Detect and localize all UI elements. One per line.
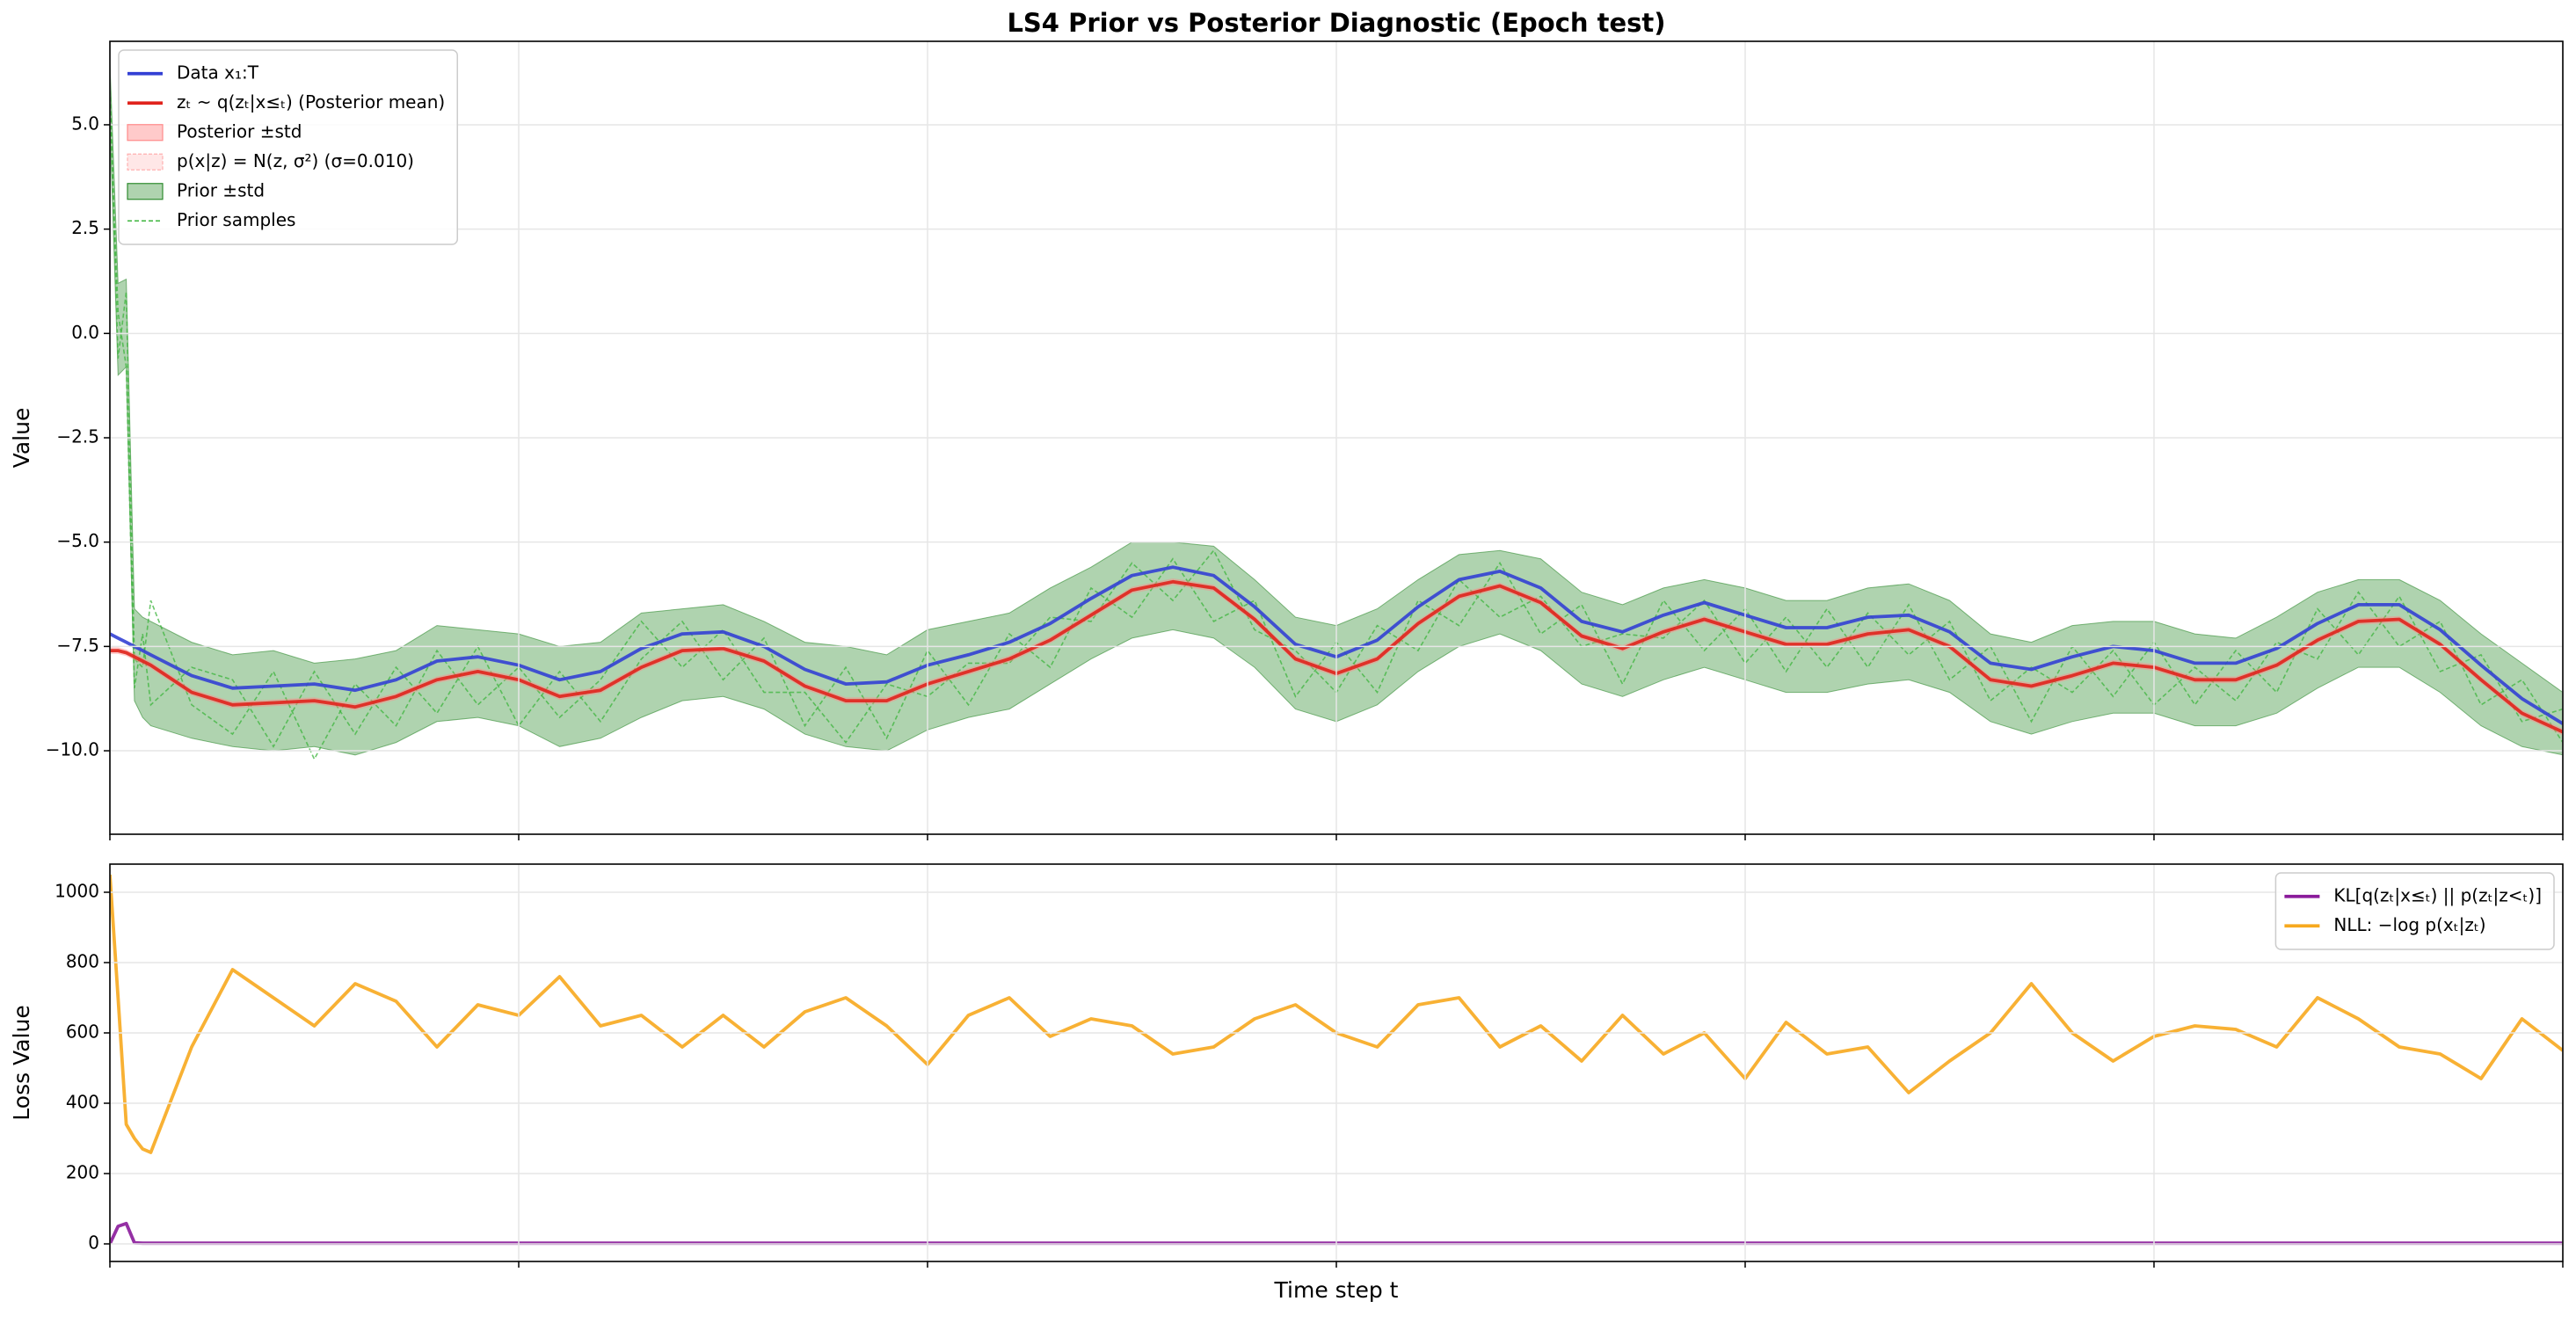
legend-box: [118, 49, 458, 245]
y-tick-label: 0.0: [71, 322, 99, 343]
axes-frame: [109, 863, 2564, 1262]
y-tick-label: 0: [88, 1232, 99, 1254]
legend-swatch: [127, 183, 164, 200]
prior-sample: [110, 83, 2563, 761]
chart-title: LS4 Prior vs Posterior Diagnostic (Epoch…: [1007, 8, 1665, 38]
y-axis-label: Value: [9, 408, 34, 469]
series-line: [110, 565, 2563, 725]
axes-frame: [109, 40, 2564, 835]
legend-item: Prior ±std: [127, 179, 265, 200]
legend-label: Data x₁:T: [177, 62, 259, 83]
y-axis-label: Loss Value: [9, 1005, 34, 1120]
plot-area: [110, 874, 2563, 1246]
y-tick-label: −10.0: [46, 739, 99, 760]
y-tick-label: −7.5: [56, 635, 99, 656]
legend-swatch: [127, 153, 164, 171]
plot-area: [110, 62, 2563, 761]
legend-swatch: [127, 124, 164, 142]
legend-label: zₜ ~ q(zₜ|x≤ₜ) (Posterior mean): [177, 91, 445, 113]
legend-label: NLL: −log p(xₜ|zₜ): [2333, 914, 2485, 935]
legend-item: zₜ ~ q(zₜ|x≤ₜ) (Posterior mean): [127, 91, 445, 113]
legend-box: [2274, 872, 2555, 950]
legend-label: Posterior ±std: [177, 120, 302, 142]
series-line: [110, 874, 2563, 1154]
legend-item: Data x₁:T: [127, 62, 259, 83]
legend-label: Prior samples: [177, 209, 295, 230]
series-line: [110, 579, 2563, 734]
prior-sample: [110, 104, 2563, 748]
y-tick-label: 5.0: [71, 113, 99, 134]
y-tick-label: 400: [66, 1092, 99, 1113]
y-tick-label: 200: [66, 1162, 99, 1183]
y-tick-label: 1000: [55, 881, 99, 902]
prior-band: [110, 62, 2563, 756]
series-line: [110, 1221, 2563, 1246]
y-tick-label: 800: [66, 951, 99, 972]
y-tick-label: 600: [66, 1021, 99, 1043]
x-axis-label: Time step t: [1274, 1277, 1399, 1303]
legend: KL[q(zₜ|x≤ₜ) || p(zₜ|z<ₜ)] NLL: −log p(xₜ…: [2274, 872, 2555, 950]
legend-item: p(x|z) = N(z, σ²) (σ=0.010): [127, 150, 414, 171]
legend: Data x₁:T zₜ ~ q(zₜ|x≤ₜ) (Posterior mean)…: [118, 49, 458, 245]
legend-label: KL[q(zₜ|x≤ₜ) || p(zₜ|z<ₜ)]: [2333, 884, 2542, 905]
legend-label: Prior ±std: [177, 179, 265, 200]
legend-label: p(x|z) = N(z, σ²) (σ=0.010): [177, 150, 414, 171]
y-tick-label: −5.0: [56, 530, 99, 551]
legend-item: Posterior ±std: [127, 120, 302, 142]
y-tick-label: 2.5: [71, 217, 99, 238]
legend-item: NLL: −log p(xₜ|zₜ): [2284, 914, 2486, 935]
legend-item: Prior samples: [127, 209, 295, 230]
y-tick-label: −2.5: [56, 426, 99, 447]
legend-item: KL[q(zₜ|x≤ₜ) || p(zₜ|z<ₜ)]: [2284, 884, 2542, 905]
